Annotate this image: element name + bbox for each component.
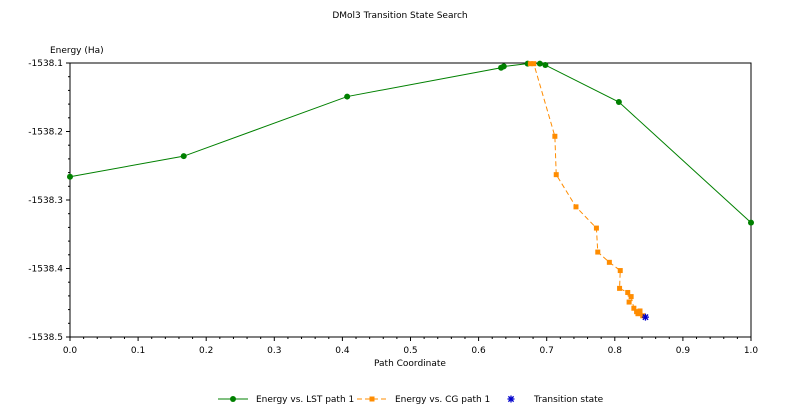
x-tick-label: 0.1 xyxy=(131,346,145,356)
y-axis: -1538.1 -1538.2 -1538.3 -1538.4 -1538.5 xyxy=(28,59,70,343)
legend-label: Transition state xyxy=(533,395,604,405)
data-point xyxy=(344,93,351,100)
x-tick-label: 0.0 xyxy=(63,346,78,356)
x-tick-label: 0.7 xyxy=(540,346,554,356)
x-tick-label: 0.8 xyxy=(608,346,623,356)
data-point xyxy=(748,219,754,226)
data-point xyxy=(617,285,623,291)
data-point xyxy=(635,311,641,317)
x-tick-label: 0.5 xyxy=(403,346,417,356)
data-point xyxy=(593,225,599,231)
data-point xyxy=(625,289,631,295)
x-axis: 0.0 0.1 0.2 0.3 0.4 0.5 0.6 0.7 0.8 0.9 1.0 xyxy=(63,337,759,356)
series-layer xyxy=(67,60,754,321)
x-tick-label: 1.0 xyxy=(744,346,759,356)
data-point xyxy=(531,61,537,67)
data-point xyxy=(67,173,73,180)
legend-item: Energy vs. LST path 1 xyxy=(218,395,354,405)
x-tick-label: 0.2 xyxy=(199,346,213,356)
y-tick-label: -1538.2 xyxy=(28,128,63,138)
data-point xyxy=(637,308,643,314)
data-point xyxy=(542,62,549,69)
legend-marker xyxy=(230,396,236,402)
x-tick-label: 0.3 xyxy=(267,346,281,356)
series-line xyxy=(69,63,752,223)
data-point xyxy=(626,299,632,305)
data-point xyxy=(615,99,622,106)
y-tick-label: -1538.5 xyxy=(28,333,63,343)
data-point xyxy=(500,63,507,70)
y-axis-title: Energy (Ha) xyxy=(50,46,104,56)
x-axis-title: Path Coordinate xyxy=(374,359,446,369)
y-tick-label: -1538.1 xyxy=(28,59,63,69)
legend-marker xyxy=(507,395,515,403)
legend-item: Transition state xyxy=(507,395,604,405)
series-3 xyxy=(641,313,649,321)
x-tick-label: 0.9 xyxy=(676,346,691,356)
data-point xyxy=(536,60,543,67)
data-point xyxy=(553,172,559,178)
legend-item: Energy vs. CG path 1 xyxy=(357,395,490,405)
x-tick-label: 0.6 xyxy=(471,346,486,356)
legend-label: Energy vs. CG path 1 xyxy=(395,395,490,405)
legend-label: Energy vs. LST path 1 xyxy=(256,395,354,405)
data-point xyxy=(180,153,187,160)
plot-frame xyxy=(69,62,752,338)
legend-marker xyxy=(369,396,375,402)
data-point xyxy=(527,61,533,67)
x-tick-label: 0.4 xyxy=(335,346,350,356)
data-point xyxy=(640,313,646,319)
legend: Energy vs. LST path 1 Energy vs. CG path … xyxy=(218,395,604,405)
data-point xyxy=(631,305,637,311)
data-point xyxy=(606,259,612,265)
data-point xyxy=(628,294,634,300)
y-tick-label: -1538.3 xyxy=(28,196,63,206)
y-tick-label: -1538.4 xyxy=(28,265,63,275)
series-line xyxy=(530,63,644,317)
data-point xyxy=(641,313,649,321)
series-2 xyxy=(527,61,646,319)
data-point xyxy=(552,133,558,139)
data-point xyxy=(573,204,579,210)
series-1 xyxy=(67,60,754,226)
data-point xyxy=(617,268,623,274)
data-point xyxy=(595,249,601,255)
chart-title: DMol3 Transition State Search xyxy=(332,11,467,21)
